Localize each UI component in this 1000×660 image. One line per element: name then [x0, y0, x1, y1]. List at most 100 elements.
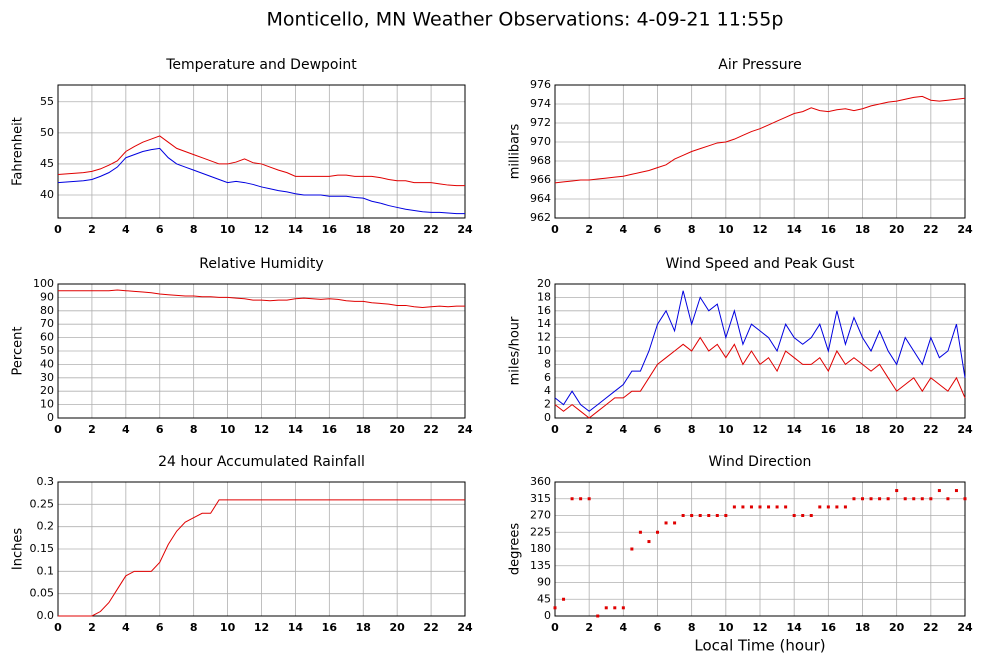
- panel: 24 hour Accumulated Rainfall Inches 0.0 0.0…: [11, 454, 473, 634]
- plot-frame: [554, 283, 966, 419]
- point: [869, 497, 873, 501]
- point: [818, 505, 822, 509]
- point: [826, 505, 830, 509]
- panel-title: Wind Speed and Peak Gust: [666, 256, 855, 272]
- x-tick-label: 22: [923, 621, 938, 634]
- point: [878, 497, 882, 501]
- y-tick-label: 968: [530, 154, 551, 167]
- point: [562, 597, 566, 601]
- x-tick-label: 20: [390, 423, 406, 436]
- point: [852, 497, 856, 501]
- point: [963, 497, 967, 501]
- x-tick-label: 20: [889, 621, 905, 634]
- point: [809, 514, 813, 517]
- point: [673, 521, 677, 525]
- point: [630, 547, 634, 551]
- x-tick-label: 12: [254, 223, 269, 236]
- x-axis-label: Local Time (hour): [694, 637, 825, 655]
- y-tick-label: 0.2: [37, 520, 55, 533]
- x-tick-label: 12: [254, 423, 269, 436]
- y-tick-label: 315: [530, 492, 551, 505]
- point: [749, 505, 753, 509]
- point: [647, 540, 651, 544]
- series-line: [58, 499, 465, 617]
- y-tick-label: 100: [33, 277, 54, 290]
- x-tick-label: 14: [787, 621, 803, 634]
- series-line: [57, 147, 465, 215]
- y-tick-label: 976: [530, 78, 551, 91]
- x-tick-label: 4: [122, 621, 130, 634]
- point: [886, 497, 890, 501]
- x-tick-label: 20: [889, 223, 905, 236]
- point: [638, 530, 642, 534]
- x-tick-label: 10: [718, 423, 734, 436]
- point: [587, 497, 591, 501]
- x-tick-label: 10: [220, 423, 236, 436]
- plot-frame: [554, 84, 966, 219]
- x-tick-label: 2: [585, 223, 593, 236]
- page-title: Monticello, MN Weather Observations: 4-0…: [267, 9, 784, 31]
- x-tick-label: 8: [190, 223, 198, 236]
- point: [656, 530, 659, 534]
- x-tick-label: 16: [322, 621, 338, 634]
- point: [553, 606, 557, 610]
- x-tick-label: 12: [752, 621, 767, 634]
- point: [843, 505, 847, 509]
- x-tick-label: 2: [585, 423, 593, 436]
- series-line: [57, 135, 465, 187]
- panel-title: Temperature and Dewpoint: [165, 57, 357, 73]
- y-tick-label: 962: [530, 211, 551, 224]
- point: [920, 497, 924, 501]
- point: [698, 514, 702, 517]
- x-tick-label: 2: [88, 423, 96, 436]
- point: [570, 497, 574, 501]
- point: [724, 514, 728, 517]
- x-tick-label: 16: [821, 621, 837, 634]
- x-tick-label: 6: [156, 423, 164, 436]
- x-tick-label: 0: [54, 621, 62, 634]
- x-tick-label: 14: [787, 223, 803, 236]
- y-tick-label: 8: [544, 357, 551, 370]
- y-tick-label: 10: [537, 344, 551, 357]
- point: [792, 514, 796, 517]
- point: [937, 489, 941, 493]
- x-tick-label: 8: [688, 423, 696, 436]
- y-tick-label: 0.05: [30, 587, 55, 600]
- y-tick-label: 20: [40, 384, 54, 397]
- y-tick-label: 55: [40, 95, 54, 108]
- y-tick-label: 0.3: [37, 475, 55, 488]
- point: [621, 606, 625, 610]
- point: [715, 514, 719, 517]
- x-tick-label: 4: [620, 621, 628, 634]
- plot-frame: [57, 283, 466, 419]
- x-tick-label: 14: [288, 621, 304, 634]
- x-tick-label: 20: [390, 621, 406, 634]
- x-tick-label: 22: [423, 223, 438, 236]
- y-tick-label: 12: [537, 331, 551, 344]
- series-line: [554, 336, 966, 419]
- y-tick-label: 0.15: [30, 542, 55, 555]
- point: [613, 606, 617, 610]
- y-tick-label: 974: [530, 97, 551, 110]
- x-tick-label: 24: [457, 223, 473, 236]
- point: [954, 489, 958, 493]
- y-tick-label: 80: [40, 304, 54, 317]
- x-tick-label: 16: [821, 423, 837, 436]
- y-tick-label: 2: [544, 398, 551, 411]
- point: [861, 497, 864, 501]
- y-tick-label: 18: [537, 290, 551, 303]
- x-tick-label: 0: [54, 423, 62, 436]
- y-tick-label: 10: [40, 398, 54, 411]
- series-line: [58, 289, 465, 308]
- x-tick-label: 0: [551, 223, 559, 236]
- y-tick-label: 40: [40, 188, 54, 201]
- y-tick-label: 972: [530, 116, 551, 129]
- y-tick-label: 966: [530, 173, 551, 186]
- y-tick-label: 70: [40, 317, 54, 330]
- x-tick-label: 18: [855, 223, 870, 236]
- x-tick-label: 10: [718, 223, 734, 236]
- x-tick-label: 18: [356, 223, 371, 236]
- y-axis-label: degrees: [508, 523, 523, 576]
- y-tick-label: 90: [537, 576, 551, 589]
